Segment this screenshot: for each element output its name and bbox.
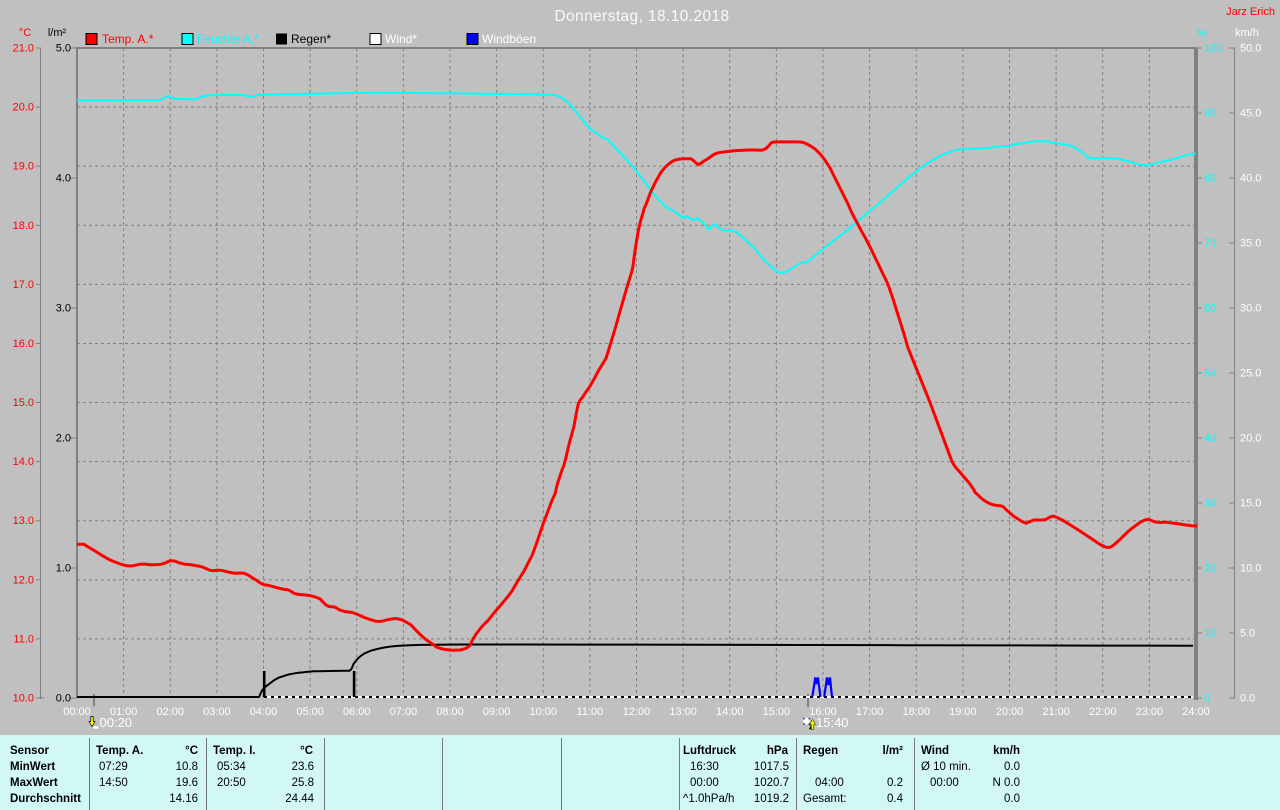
svg-text:07:00: 07:00 — [390, 706, 418, 718]
svg-text:10: 10 — [1204, 628, 1216, 640]
svg-text:1.0: 1.0 — [56, 563, 71, 575]
svg-text:Feuchte A.*: Feuchte A.* — [197, 32, 259, 46]
svg-text:12.0: 12.0 — [13, 574, 34, 586]
svg-text:17:00: 17:00 — [856, 706, 884, 718]
svg-text:40: 40 — [1204, 433, 1216, 445]
svg-text:14:00: 14:00 — [716, 706, 744, 718]
svg-text:Temp. A.*: Temp. A.* — [102, 32, 154, 46]
svg-text:20:00: 20:00 — [996, 706, 1024, 718]
svg-text:19.0: 19.0 — [13, 161, 34, 173]
svg-text:16:00: 16:00 — [809, 706, 837, 718]
svg-text:60: 60 — [1204, 303, 1216, 315]
svg-text:16.0: 16.0 — [13, 338, 34, 350]
svg-text:0.0: 0.0 — [56, 693, 71, 705]
svg-text:Regen*: Regen* — [291, 32, 331, 46]
svg-text:5.0: 5.0 — [1240, 628, 1255, 640]
svg-text:04:00: 04:00 — [250, 706, 278, 718]
svg-text:01:00: 01:00 — [110, 706, 138, 718]
svg-text:4.0: 4.0 — [56, 173, 71, 185]
svg-text:°C: °C — [19, 27, 31, 39]
svg-text:22:00: 22:00 — [1089, 706, 1117, 718]
svg-text:13:00: 13:00 — [669, 706, 697, 718]
svg-text:20.0: 20.0 — [13, 102, 34, 114]
svg-text:Windböen: Windböen — [482, 32, 536, 46]
svg-text:00:20: 00:20 — [100, 715, 133, 730]
svg-text:l/m²: l/m² — [48, 27, 67, 39]
svg-text:00:00: 00:00 — [63, 706, 91, 718]
svg-text:0: 0 — [1204, 693, 1210, 705]
svg-text:10:00: 10:00 — [529, 706, 557, 718]
svg-text:2.0: 2.0 — [56, 433, 71, 445]
svg-text:24:00: 24:00 — [1182, 706, 1210, 718]
svg-text:40.0: 40.0 — [1240, 173, 1261, 185]
svg-text:15:40: 15:40 — [816, 715, 849, 730]
svg-text:21.0: 21.0 — [13, 43, 34, 55]
svg-text:13.0: 13.0 — [13, 515, 34, 527]
svg-text:Donnerstag, 18.10.2018: Donnerstag, 18.10.2018 — [554, 8, 729, 25]
svg-text:70: 70 — [1204, 238, 1216, 250]
svg-text:05:00: 05:00 — [296, 706, 324, 718]
svg-text:21:00: 21:00 — [1042, 706, 1070, 718]
svg-text:35.0: 35.0 — [1240, 238, 1261, 250]
svg-text:02:00: 02:00 — [156, 706, 184, 718]
svg-text:06:00: 06:00 — [343, 706, 371, 718]
svg-text:10.0: 10.0 — [1240, 563, 1261, 575]
svg-text:%: % — [1196, 27, 1206, 39]
svg-text:25.0: 25.0 — [1240, 368, 1261, 380]
svg-text:11.0: 11.0 — [13, 633, 34, 645]
svg-text:90: 90 — [1204, 108, 1216, 120]
svg-text:03:00: 03:00 — [203, 706, 231, 718]
svg-text:09:00: 09:00 — [483, 706, 511, 718]
svg-text:18:00: 18:00 — [902, 706, 930, 718]
svg-text:50: 50 — [1204, 368, 1216, 380]
svg-text:10.0: 10.0 — [13, 693, 34, 705]
svg-text:Jarz Erich: Jarz Erich — [1226, 6, 1275, 18]
svg-text:30: 30 — [1204, 498, 1216, 510]
svg-text:30.0: 30.0 — [1240, 303, 1261, 315]
svg-text:18.0: 18.0 — [13, 220, 34, 232]
svg-text:12:00: 12:00 — [623, 706, 651, 718]
svg-text:100: 100 — [1204, 43, 1222, 55]
svg-text:Wind*: Wind* — [385, 32, 417, 46]
svg-text:20.0: 20.0 — [1240, 433, 1261, 445]
svg-text:80: 80 — [1204, 173, 1216, 185]
svg-text:20: 20 — [1204, 563, 1216, 575]
svg-text:50.0: 50.0 — [1240, 43, 1261, 55]
svg-text:11:00: 11:00 — [577, 706, 604, 718]
svg-text:15:00: 15:00 — [763, 706, 791, 718]
svg-text:45.0: 45.0 — [1240, 108, 1261, 120]
svg-text:km/h: km/h — [1235, 27, 1259, 39]
svg-text:17.0: 17.0 — [13, 279, 34, 291]
svg-text:15.0: 15.0 — [1240, 498, 1261, 510]
svg-text:14.0: 14.0 — [13, 456, 34, 468]
svg-text:08:00: 08:00 — [436, 706, 464, 718]
svg-text:23:00: 23:00 — [1136, 706, 1164, 718]
svg-text:19:00: 19:00 — [949, 706, 977, 718]
svg-text:15.0: 15.0 — [13, 397, 34, 409]
svg-text:5.0: 5.0 — [56, 43, 71, 55]
svg-text:0.0: 0.0 — [1240, 693, 1255, 705]
svg-text:3.0: 3.0 — [56, 303, 71, 315]
